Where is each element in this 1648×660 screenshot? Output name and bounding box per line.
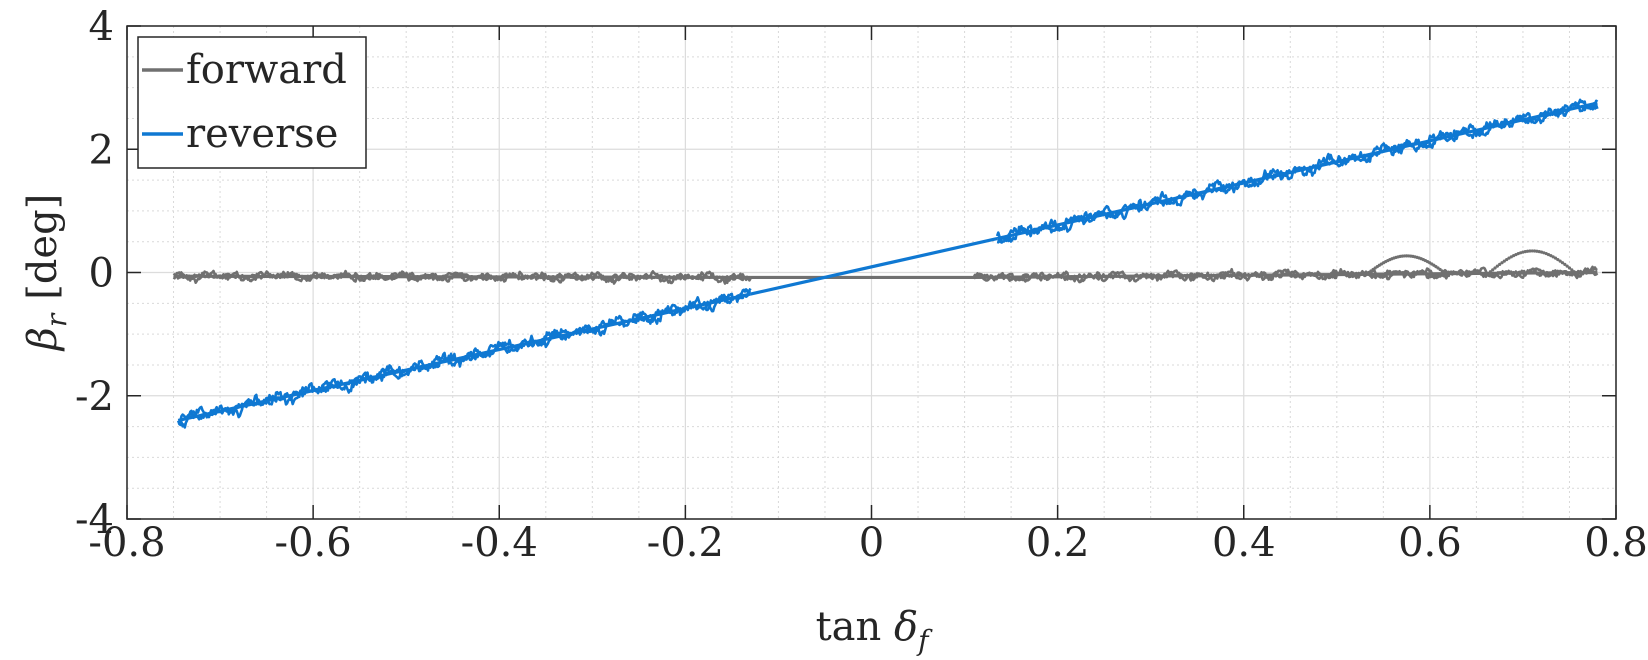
x-tick-label: 0.6 (1398, 520, 1462, 566)
y-tick-label: 4 (89, 4, 114, 50)
series-reverse-fit-line (177, 292, 751, 422)
series-forward-dot (1498, 262, 1502, 266)
series-forward-dot (1560, 261, 1565, 265)
x-tick-label: -0.2 (647, 520, 724, 566)
series-forward-dot (1500, 261, 1504, 265)
x-axis-label: tan δf (816, 604, 934, 657)
legend-label-forward: forward (186, 47, 347, 93)
x-tick-label: 0.8 (1584, 520, 1648, 566)
y-tick-label: -2 (75, 374, 114, 420)
y-tick-label: 0 (89, 251, 114, 297)
series-forward-dot (1505, 257, 1509, 262)
series-forward-dot (1493, 266, 1497, 270)
series-forward-dot (1567, 266, 1572, 270)
series-forward-dot (1502, 259, 1506, 263)
series-forward-dot (1556, 257, 1560, 262)
y-tick-label: 2 (89, 127, 114, 173)
x-tick-label: 0 (859, 520, 884, 566)
series-forward-dot (1553, 256, 1558, 260)
series-reverse-fit-line (750, 237, 998, 296)
legend-box (137, 36, 367, 169)
series-forward-dot (1551, 255, 1555, 259)
series-forward-dot (1558, 259, 1562, 263)
series-forward-dot (1565, 264, 1569, 268)
y-axis-ticks: -4 -2 0 2 4 (75, 4, 1616, 543)
x-tick-label: 0.4 (1212, 520, 1276, 566)
series-reverse-fit-line (996, 101, 1598, 241)
series-forward-dot (1530, 249, 1534, 253)
series-forward-trace (172, 269, 752, 285)
series-forward-fit-line (173, 274, 751, 280)
x-tick-label: -0.8 (88, 520, 165, 566)
series-forward-dot (1563, 262, 1567, 266)
series-forward-dot (1507, 256, 1511, 260)
y-tick-label: -4 (75, 497, 114, 543)
legend: forward reverse (137, 36, 367, 169)
series-forward-dot (1532, 249, 1537, 253)
series-forward-dot (1491, 268, 1495, 272)
y-axis-label: βr[deg] (20, 194, 73, 353)
x-tick-label: -0.6 (275, 520, 352, 566)
x-axis-ticks: -0.8 -0.6 -0.4 -0.2 0 0.2 0.4 0.6 0.8 (88, 26, 1648, 566)
series-forward-fit-line (973, 270, 1598, 280)
series-forward-dot (1525, 249, 1530, 253)
series-forward-dot (1528, 249, 1532, 253)
series-forward-dot (1495, 264, 1499, 268)
series-layer (172, 98, 1599, 429)
legend-label-reverse: reverse (186, 111, 338, 157)
x-tick-label: -0.4 (461, 520, 538, 566)
x-tick-label: 0.2 (1026, 520, 1090, 566)
